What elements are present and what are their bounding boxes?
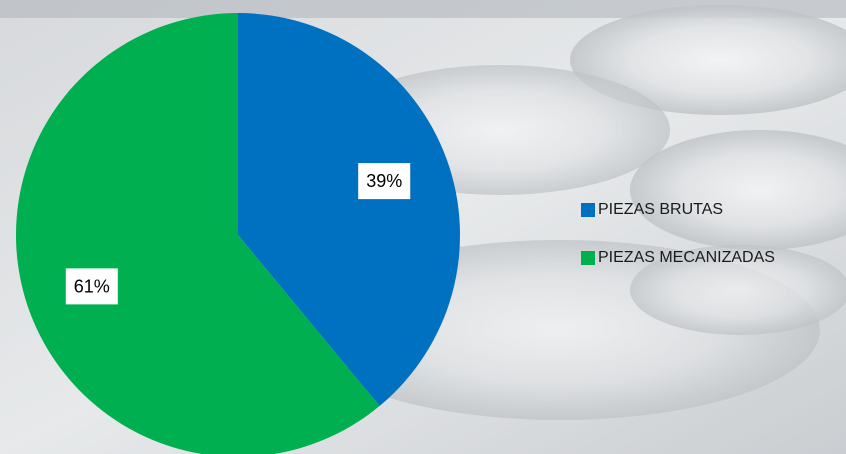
chart: 39% 61% PIEZAS BRUTAS PIEZAS MECANIZADAS xyxy=(0,0,846,454)
data-label: 39% xyxy=(358,163,410,199)
legend-swatch xyxy=(581,251,595,265)
data-label-text: 39% xyxy=(366,171,402,191)
legend-label: PIEZAS MECANIZADAS xyxy=(598,249,775,266)
legend-label: PIEZAS BRUTAS xyxy=(598,201,723,218)
pie xyxy=(16,13,460,454)
legend-swatch xyxy=(581,203,595,217)
data-label: 61% xyxy=(66,268,118,304)
data-label-text: 61% xyxy=(74,276,110,296)
